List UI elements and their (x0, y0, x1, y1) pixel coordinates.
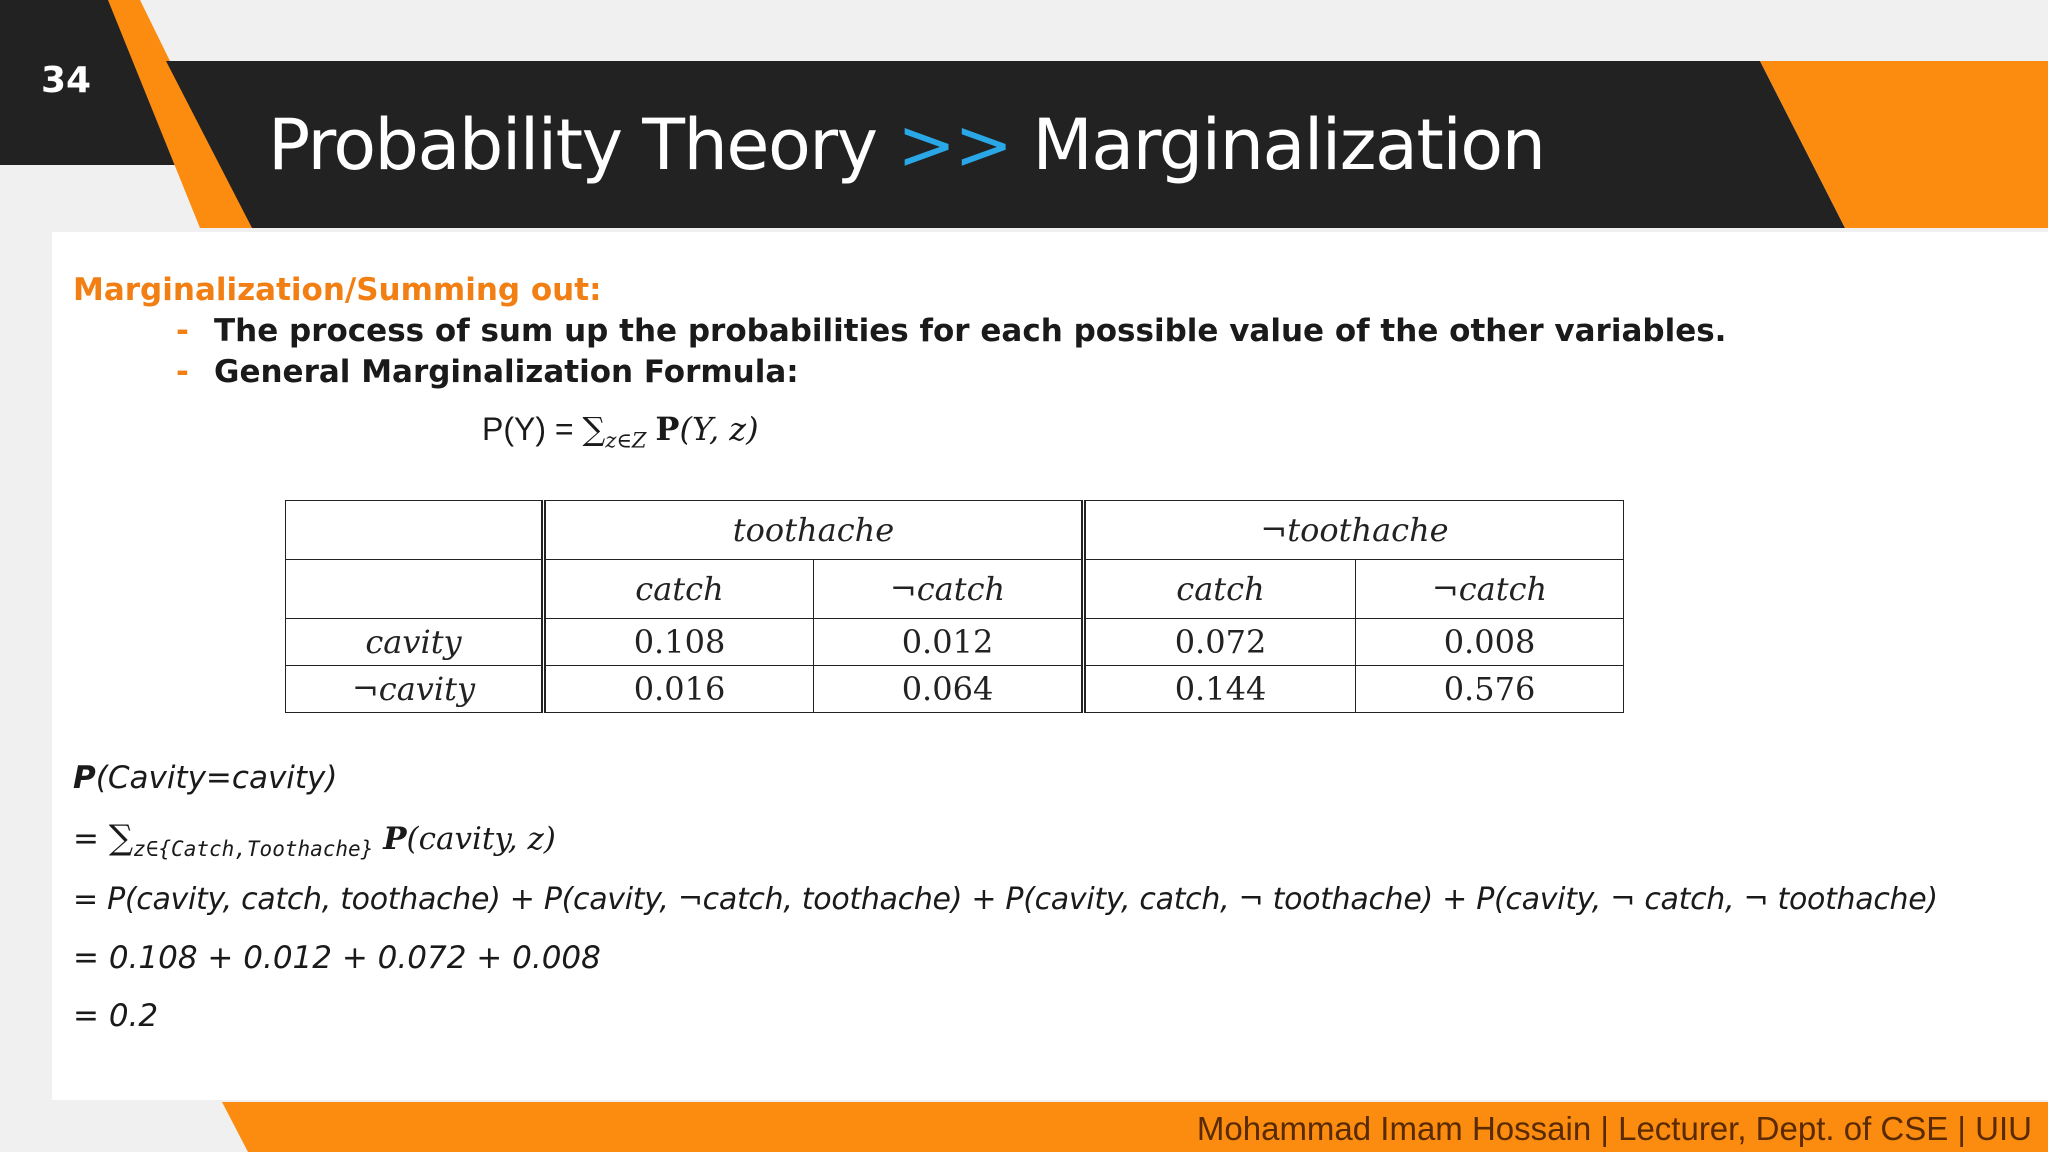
sum-symbol: ∑ (582, 410, 606, 448)
table-cell: 0.144 (1083, 665, 1356, 713)
bold-p: P (73, 760, 96, 796)
row-label-cavity: cavity (285, 618, 546, 666)
joint-distribution-table: toothache ¬toothache catch ¬catch catch … (285, 500, 1624, 713)
header-not-toothache: ¬toothache (1083, 500, 1624, 560)
derivation-line: P(Cavity=cavity) (73, 760, 338, 796)
table-cell: 0.576 (1355, 665, 1624, 713)
derivation-line: = P(cavity, catch, toothache) + P(cavity… (73, 882, 1938, 917)
section-heading: Marginalization/Summing out: (73, 272, 602, 308)
subheader-cell: ¬catch (813, 559, 1086, 619)
formula-subscript: z∈Z (605, 428, 647, 453)
row-label-not-cavity: ¬cavity (285, 665, 546, 713)
bullet-text: The process of sum up the probabilities … (214, 313, 1727, 349)
formula-bold-p: P (655, 410, 680, 448)
table-cell: 0.008 (1355, 618, 1624, 666)
bullet-item: - The process of sum up the probabilities… (176, 313, 1726, 349)
derivation-line: = 0.108 + 0.012 + 0.072 + 0.008 (73, 940, 601, 976)
table-corner-cell (285, 500, 546, 560)
bullet-item: - General Marginalization Formula: (176, 354, 799, 390)
table-row: cavity 0.108 0.012 0.072 0.008 (285, 618, 1624, 666)
table-header-row: toothache ¬toothache (285, 500, 1624, 560)
slide-title: Probability Theory >> Marginalization (268, 104, 1546, 186)
bullet-dash: - (176, 354, 189, 390)
orange-corner-right (1760, 61, 2048, 228)
bullet-dash: - (176, 313, 189, 349)
header-toothache: toothache (543, 500, 1086, 560)
marginalization-formula: P(Y) = ∑z∈Z P(Y, z) (482, 410, 759, 452)
bold-p: P (383, 821, 407, 857)
derivation-result: = 0.2 (73, 998, 159, 1034)
table-cell: 0.072 (1083, 618, 1356, 666)
footer-band (222, 1102, 2048, 1152)
subheader-cell: catch (543, 559, 814, 619)
table-corner-cell (285, 559, 546, 619)
footer-author: Mohammad Imam Hossain | Lecturer, Dept. … (1196, 1110, 2032, 1147)
formula-lhs: P(Y) = (482, 411, 574, 447)
bullet-text: General Marginalization Formula: (214, 354, 799, 390)
subheader-cell: ¬catch (1355, 559, 1624, 619)
title-separator: >> (897, 104, 1013, 186)
title-subtopic: Marginalization (1032, 104, 1546, 186)
table-cell: 0.108 (543, 618, 814, 666)
slide-number: 34 (40, 60, 92, 101)
table-subheader-row: catch ¬catch catch ¬catch (285, 559, 1624, 619)
table-cell: 0.016 (543, 665, 814, 713)
equals-sign: = (73, 821, 99, 857)
table-cell: 0.012 (813, 618, 1086, 666)
derivation-line: = ∑z∈{Catch,Toothache} P(cavity, z) (73, 818, 556, 861)
orange-diagonal-stripe (108, 0, 252, 228)
sum-subscript: z∈{Catch,Toothache} (133, 837, 374, 862)
subheader-cell: catch (1083, 559, 1356, 619)
title-band (166, 61, 1845, 228)
table-cell: 0.064 (813, 665, 1086, 713)
table-row: ¬cavity 0.016 0.064 0.144 0.576 (285, 665, 1624, 713)
derivation-query: (Cavity=cavity) (95, 760, 338, 796)
sum-symbol: ∑ (108, 818, 134, 858)
formula-rhs: (Y, z) (679, 410, 759, 448)
title-topic: Probability Theory (268, 104, 878, 186)
sum-term: (cavity, z) (406, 821, 556, 857)
